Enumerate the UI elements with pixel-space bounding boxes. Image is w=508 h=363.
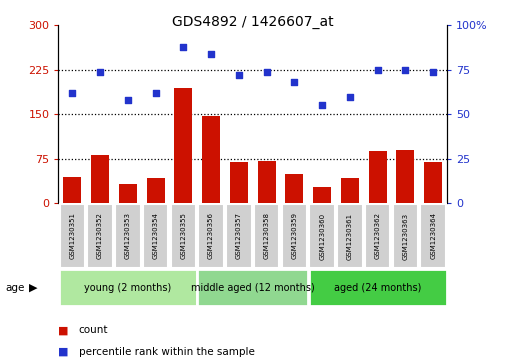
Bar [313,187,331,203]
Bar [369,151,387,203]
Point [96,69,104,74]
Bar [365,204,391,268]
Bar [171,204,196,268]
Point [207,51,215,57]
Point [373,67,382,73]
Bar [309,204,335,268]
Text: GSM1230364: GSM1230364 [430,212,436,260]
Point [401,67,409,73]
Bar [226,204,251,268]
Bar [424,162,442,203]
Text: GSM1230361: GSM1230361 [347,212,353,260]
Point [263,69,271,74]
Bar [119,184,137,203]
Text: GDS4892 / 1426607_at: GDS4892 / 1426607_at [172,15,334,29]
Bar [254,204,279,268]
Text: GSM1230359: GSM1230359 [292,212,297,260]
Point [235,72,243,78]
Text: age: age [5,283,24,293]
Text: GSM1230362: GSM1230362 [374,212,380,260]
Bar [91,155,109,203]
Bar [87,204,113,268]
Text: GSM1230356: GSM1230356 [208,212,214,260]
Point [346,94,354,99]
Bar [59,204,85,268]
Text: ■: ■ [58,325,69,335]
Bar [174,87,193,203]
Text: aged (24 months): aged (24 months) [334,283,421,293]
Bar [337,204,363,268]
Text: GSM1230358: GSM1230358 [264,212,270,260]
Text: GSM1230360: GSM1230360 [319,212,325,260]
Text: young (2 months): young (2 months) [84,283,171,293]
Text: GSM1230351: GSM1230351 [69,212,75,260]
Bar [421,204,446,268]
Text: GSM1230355: GSM1230355 [180,212,186,260]
Bar [281,204,307,268]
Bar [258,160,276,203]
Bar [198,204,224,268]
Text: percentile rank within the sample: percentile rank within the sample [79,347,255,357]
Bar [341,178,359,203]
Text: GSM1230363: GSM1230363 [402,212,408,260]
Point [290,79,298,85]
Text: middle aged (12 months): middle aged (12 months) [191,283,314,293]
Text: GSM1230354: GSM1230354 [152,212,158,260]
Text: ▶: ▶ [29,283,38,293]
Bar [230,162,248,203]
Bar [285,174,303,203]
Point [68,90,76,96]
Bar [396,150,415,203]
Point [151,90,160,96]
Text: GSM1230352: GSM1230352 [97,212,103,260]
Bar [115,204,141,268]
Text: GSM1230357: GSM1230357 [236,212,242,260]
Point [318,102,326,108]
Bar [308,269,447,306]
Bar [198,269,308,306]
Bar [59,269,197,306]
Text: ■: ■ [58,347,69,357]
Point [429,69,437,74]
Bar [202,115,220,203]
Text: GSM1230353: GSM1230353 [125,212,131,260]
Bar [146,178,165,203]
Point [124,97,132,103]
Bar [393,204,418,268]
Bar [64,177,81,203]
Bar [143,204,168,268]
Text: count: count [79,325,108,335]
Point [179,44,187,50]
